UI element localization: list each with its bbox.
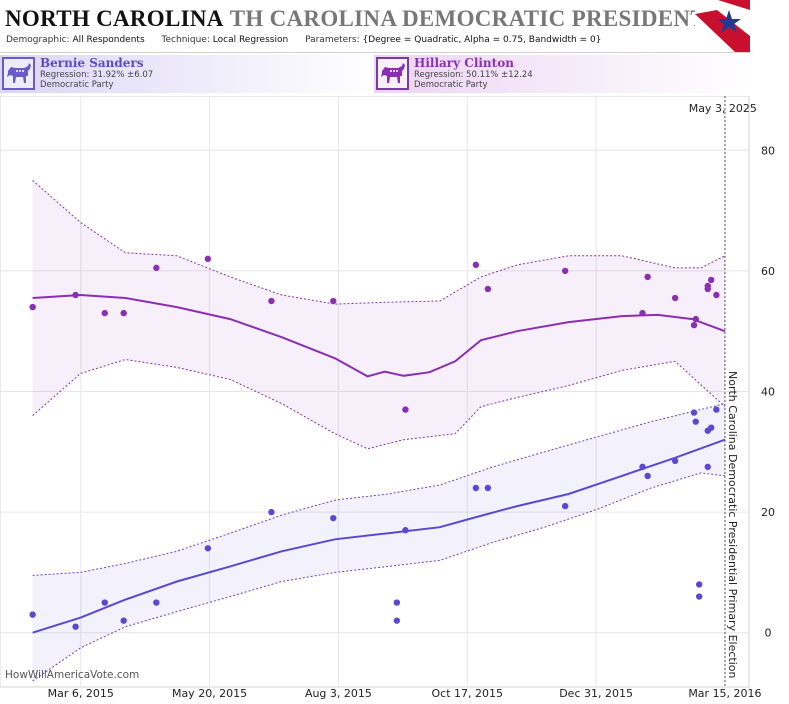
chart-header: NORTH CAROLINA TH CAROLINA DEMOCRATIC PRE…: [0, 0, 750, 53]
parameters-value: {Degree = Quadratic, Alpha = 0.75, Bandw…: [362, 35, 602, 45]
candidate-name: Hillary Clinton: [414, 56, 514, 70]
bernie-sanders-poll-point: [671, 457, 679, 465]
y-tick-label: 40: [761, 386, 775, 399]
candidate-card-sanders[interactable]: Bernie Sanders Regression: 31.92% ±6.07 …: [0, 55, 380, 93]
poll-points: [29, 255, 720, 630]
title-state: NORTH CAROLINA: [5, 6, 224, 31]
hillary-clinton-poll-point: [153, 264, 160, 272]
x-tick-label: Dec 31, 2015: [559, 687, 633, 700]
hillary-clinton-poll-point: [330, 297, 337, 305]
candidate-regression: Regression: 50.11% ±12.24: [414, 70, 533, 80]
hillary-clinton-poll-point: [713, 291, 720, 299]
flag-star-icon: [695, 0, 750, 52]
hillary-clinton-poll-point: [29, 303, 36, 311]
site-credit: HowWillAmericaVote.com: [5, 669, 139, 681]
hillary-clinton-lower-bound: [32, 358, 726, 450]
election-label: North Carolina Democratic Presidential P…: [726, 371, 739, 679]
bernie-sanders-poll-point: [639, 463, 646, 471]
bernie-sanders-poll-point: [644, 472, 651, 480]
hillary-clinton-poll-point: [561, 267, 569, 275]
bernie-sanders-poll-point: [268, 508, 275, 516]
x-tick-label: Mar 15, 2016: [688, 687, 761, 700]
candidate-party: Democratic Party: [40, 80, 114, 90]
x-tick-label: Aug 3, 2015: [305, 687, 372, 700]
hillary-clinton-poll-point: [704, 282, 711, 290]
bernie-sanders-poll-point: [704, 463, 711, 471]
candidate-name: Bernie Sanders: [40, 56, 144, 70]
hillary-clinton-poll-point: [472, 261, 480, 269]
bernie-sanders-poll-point: [690, 409, 698, 416]
bernie-sanders-poll-point: [561, 502, 569, 510]
hillary-clinton-poll-point: [690, 321, 698, 329]
bernie-sanders-poll-point: [29, 611, 36, 618]
democratic-donkey-icon: [2, 57, 35, 90]
bernie-sanders-poll-point: [713, 406, 720, 413]
x-tick-label: Mar 6, 2015: [48, 687, 114, 700]
bernie-sanders-confidence-band: [32, 403, 725, 681]
hillary-clinton-poll-point: [708, 276, 715, 284]
axis-labels: 0 20 40 60 80 Mar 6, 2015 May 20, 2015 Aug 3, 2…: [48, 102, 775, 700]
confidence-bands: [32, 180, 726, 682]
grid-lines: [0, 96, 749, 687]
demographic-label: Demographic:: [6, 35, 70, 45]
bernie-sanders-poll-point: [393, 617, 401, 624]
bernie-sanders-poll-point: [695, 581, 703, 588]
hillary-clinton-confidence-band: [32, 180, 725, 449]
bernie-sanders-poll-point: [402, 527, 409, 534]
bernie-sanders-poll-point: [153, 599, 160, 606]
hillary-clinton-regression-line: [32, 293, 726, 378]
bernie-sanders-lower-bound: [32, 472, 725, 682]
bernie-sanders-poll-point: [393, 599, 401, 606]
regression-lines: [32, 293, 726, 634]
democratic-donkey-icon: [376, 57, 409, 90]
hillary-clinton-poll-point: [204, 255, 212, 263]
hillary-clinton-poll-point: [72, 291, 79, 299]
chart-title: NORTH CAROLINA TH CAROLINA DEMOCRATIC PRE…: [5, 6, 748, 32]
regression-chart: 0 20 40 60 80 Mar 6, 2015 May 20, 2015 Aug 3, 2…: [0, 96, 775, 700]
candidate-card-clinton[interactable]: Hillary Clinton Regression: 50.11% ±12.2…: [374, 55, 750, 93]
parameters-label: Parameters:: [305, 35, 360, 45]
technique-value: Local Regression: [212, 35, 289, 45]
bernie-sanders-poll-point: [101, 599, 108, 606]
bernie-sanders-poll-point: [695, 593, 703, 600]
y-tick-label: 20: [761, 506, 775, 519]
hillary-clinton-poll-point: [671, 294, 679, 302]
bernie-sanders-poll-point: [204, 545, 212, 552]
y-tick-label: 0: [765, 627, 772, 640]
y-tick-label: 60: [761, 265, 775, 278]
hillary-clinton-poll-point: [101, 309, 108, 317]
bernie-sanders-poll-point: [472, 484, 480, 492]
bernie-sanders-poll-point: [484, 484, 492, 492]
candidate-party: Democratic Party: [414, 80, 488, 90]
candidate-regression: Regression: 31.92% ±6.07: [40, 70, 154, 80]
hillary-clinton-poll-point: [402, 406, 409, 413]
hillary-clinton-poll-point: [692, 315, 699, 323]
technique-label: Technique:: [161, 35, 210, 45]
bernie-sanders-regression-line: [32, 438, 726, 634]
hillary-clinton-poll-point: [120, 309, 127, 317]
title-rest: TH CAROLINA DEMOCRATIC PRESIDENTIAL: [229, 6, 748, 31]
demographic-value: All Respondents: [72, 35, 145, 45]
bernie-sanders-poll-point: [72, 623, 79, 630]
x-tick-label: Oct 17, 2015: [432, 687, 504, 700]
hillary-clinton-poll-point: [484, 285, 492, 293]
bernie-sanders-poll-point: [120, 617, 127, 624]
hillary-clinton-poll-point: [644, 273, 651, 281]
bernie-sanders-poll-point: [708, 424, 715, 431]
x-tick-label: May 20, 2015: [172, 687, 247, 700]
marker-date-label: May 3, 2025: [689, 102, 757, 115]
hillary-clinton-poll-point: [639, 309, 646, 317]
parameters-line: Demographic: All Respondents Technique: …: [6, 35, 615, 45]
bernie-sanders-poll-point: [330, 514, 337, 522]
bernie-sanders-poll-point: [692, 418, 699, 425]
hillary-clinton-poll-point: [268, 297, 275, 305]
y-tick-label: 80: [761, 144, 775, 157]
